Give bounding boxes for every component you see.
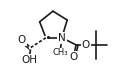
Text: OH: OH: [21, 55, 37, 65]
Text: O: O: [18, 35, 26, 45]
Text: O: O: [69, 52, 78, 62]
Text: N: N: [58, 33, 66, 43]
Text: O: O: [82, 40, 90, 50]
Text: CH₃: CH₃: [52, 48, 68, 57]
